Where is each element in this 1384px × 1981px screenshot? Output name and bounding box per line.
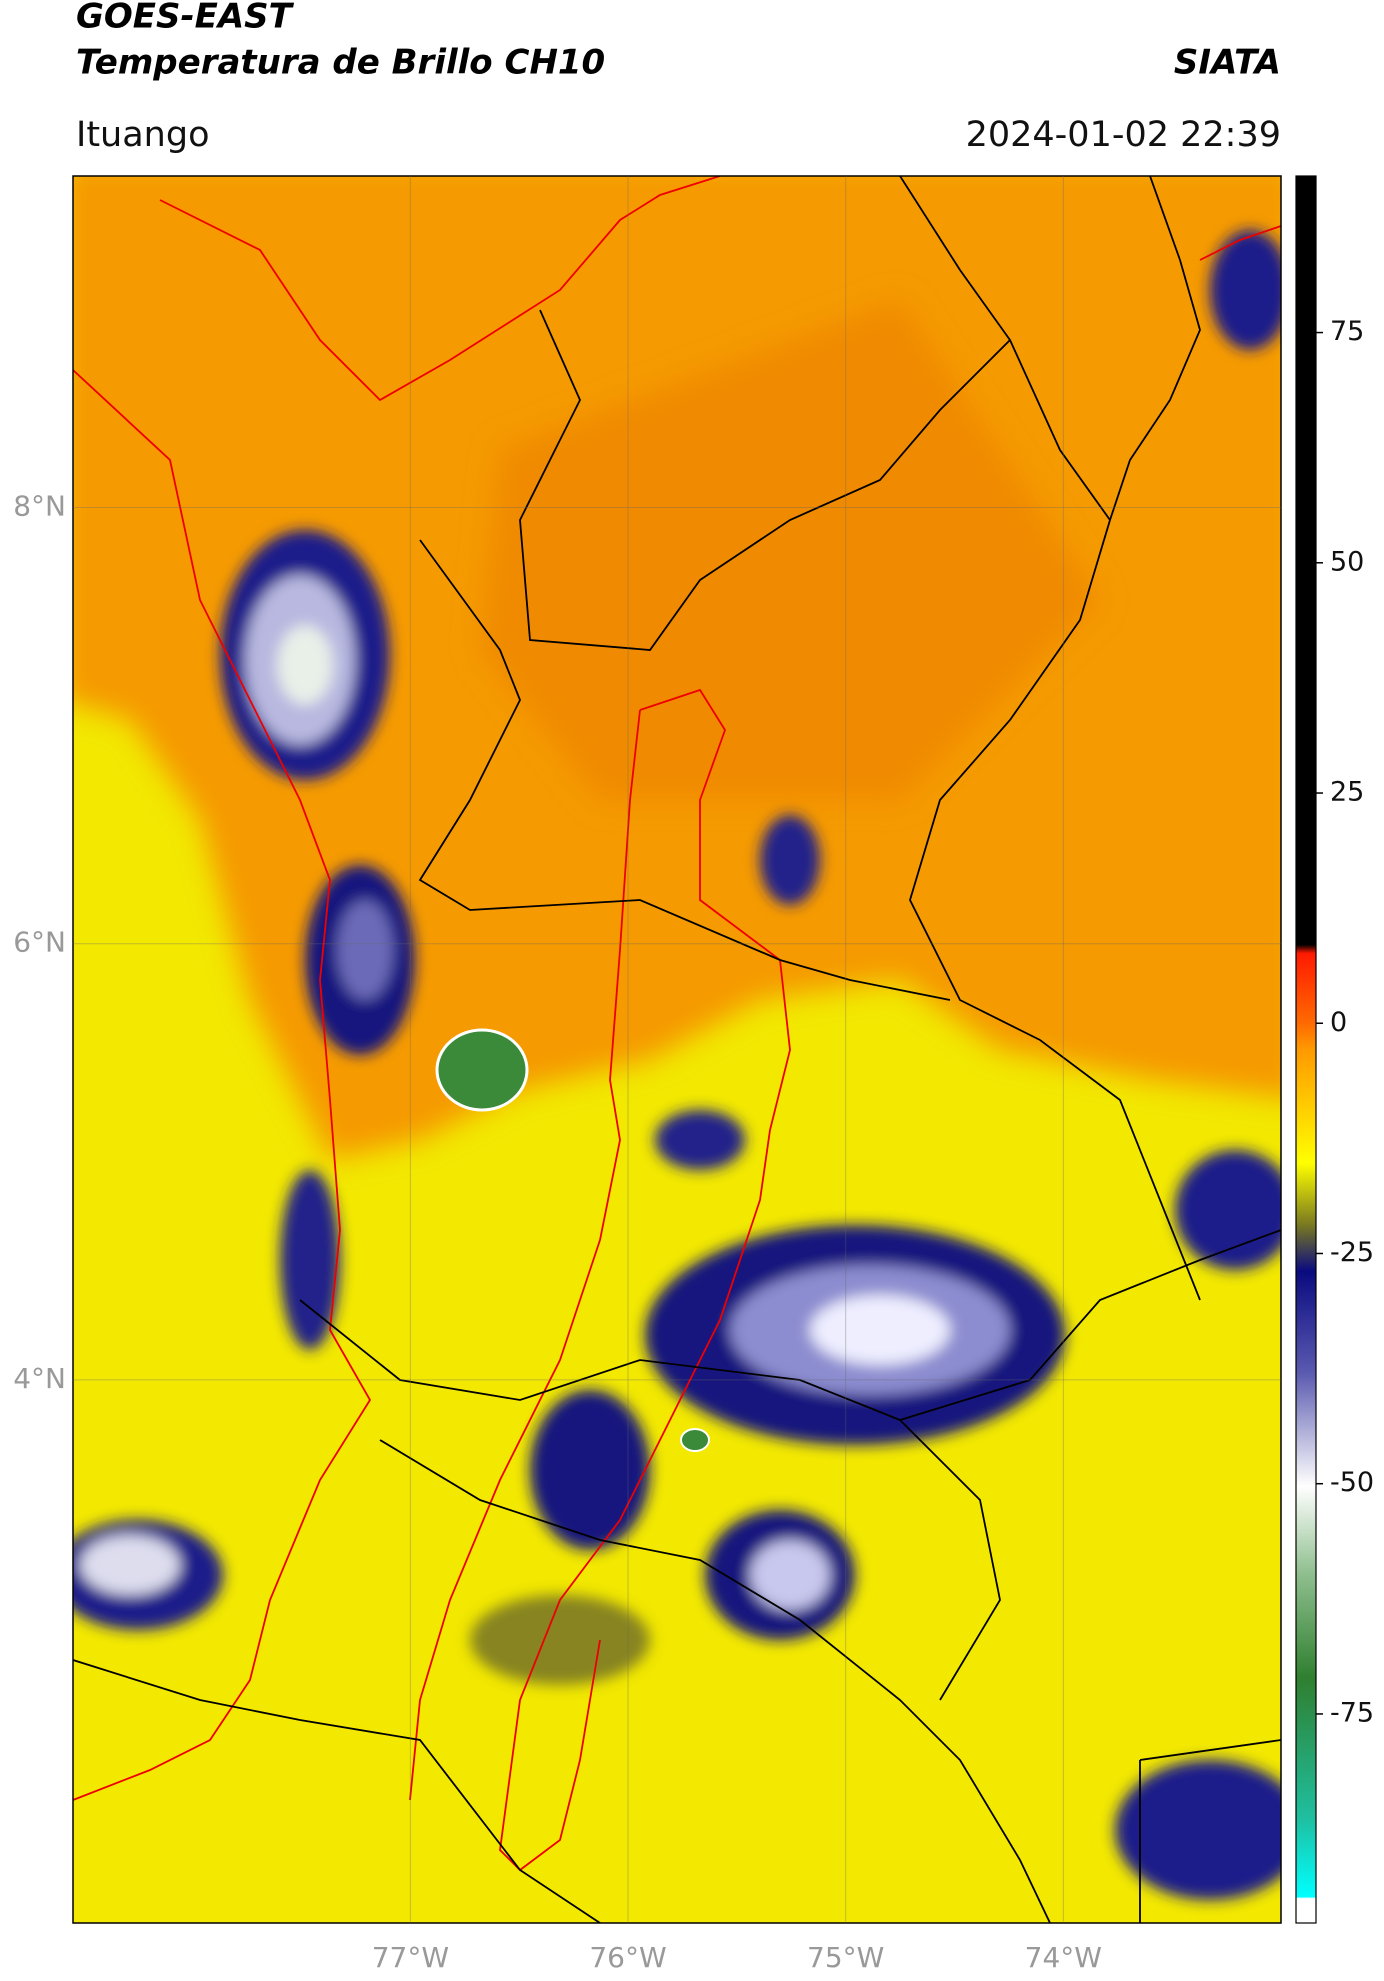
lon-label: 74°W — [1025, 1941, 1102, 1974]
colorbar-tick-label: 0 — [1330, 1007, 1347, 1038]
lon-label: 75°W — [807, 1941, 884, 1974]
colorbar-tick-label: -75 — [1330, 1697, 1374, 1728]
lat-label: 8°N — [13, 490, 66, 523]
lat-label: 4°N — [13, 1362, 66, 1395]
colorbar — [1295, 175, 1317, 1924]
colorbar-tick-label: -50 — [1330, 1467, 1374, 1498]
location: Ituango — [76, 115, 210, 155]
title: GOES-EAST — [76, 0, 295, 37]
colorbar-tick-label: 50 — [1330, 546, 1364, 577]
timestamp: 2024-01-02 22:39 — [966, 115, 1281, 155]
colorbar-tick-label: 75 — [1330, 316, 1364, 347]
colorbar-tick-label: -25 — [1330, 1237, 1374, 1268]
lon-label: 76°W — [589, 1941, 666, 1974]
map-frame — [72, 175, 1282, 1924]
lat-label: 6°N — [13, 926, 66, 959]
colorbar-tick-label: 25 — [1330, 777, 1364, 808]
source: SIATA — [1174, 43, 1281, 83]
subtitle: Temperatura de Brillo CH10 — [76, 43, 605, 83]
imagery — [73, 176, 1281, 1923]
lon-label: 77°W — [372, 1941, 449, 1974]
